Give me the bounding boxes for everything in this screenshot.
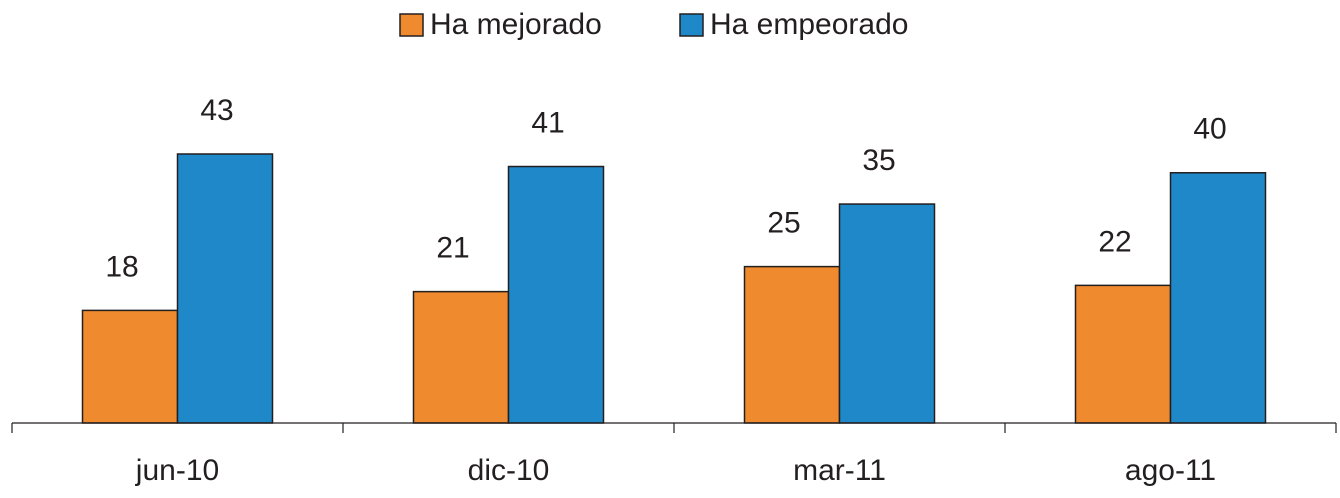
bar	[838, 203, 936, 424]
value-label: 35	[862, 144, 895, 177]
bar	[1169, 172, 1267, 424]
legend-swatch	[679, 13, 704, 37]
value-label: 22	[1098, 225, 1131, 258]
value-label: 25	[767, 207, 800, 240]
legend-swatch	[399, 13, 424, 37]
value-label: 18	[105, 250, 138, 283]
value-label: 41	[531, 106, 564, 139]
x-tick-label: mar-11	[793, 454, 886, 487]
legend-label: Ha mejorado	[430, 8, 602, 41]
bar	[507, 165, 605, 424]
bar	[176, 153, 274, 424]
bar	[81, 309, 179, 424]
x-tick-label: jun-10	[135, 454, 219, 487]
bar	[743, 265, 841, 424]
value-label: 21	[436, 232, 469, 265]
x-tick-label: ago-11	[1125, 454, 1216, 487]
value-label: 43	[200, 94, 233, 127]
x-tick-label: dic-10	[468, 454, 550, 487]
bar	[412, 290, 510, 424]
bar	[1074, 284, 1172, 424]
value-label: 40	[1193, 113, 1226, 146]
legend-label: Ha empeorado	[710, 8, 908, 41]
